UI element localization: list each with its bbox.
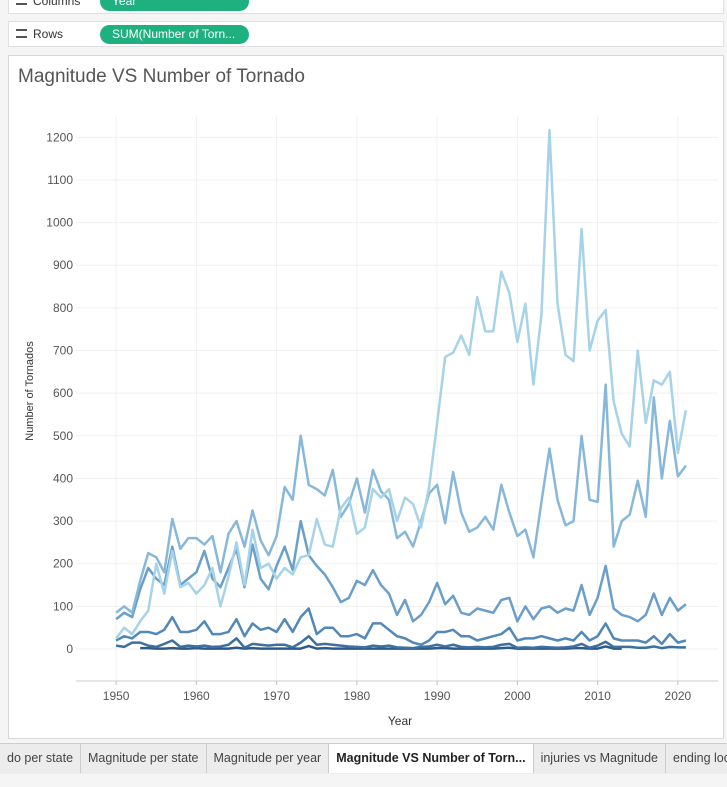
series-line <box>140 644 622 650</box>
shelf-icon <box>16 0 27 5</box>
sheet-tab[interactable]: Magnitude per year <box>207 744 330 773</box>
y-tick-label: 400 <box>53 471 73 485</box>
columns-shelf: Columns Year <box>8 0 724 14</box>
y-tick-label: 900 <box>53 258 73 272</box>
chart: Magnitude VS Number of Tornado Year Numb… <box>18 66 718 728</box>
y-tick-label: 0 <box>66 642 73 656</box>
x-tick-label: 1970 <box>263 689 290 703</box>
x-tick-label: 1960 <box>183 689 210 703</box>
y-tick-label: 200 <box>53 557 73 571</box>
x-tick-label: 1950 <box>103 689 130 703</box>
x-tick-label: 2020 <box>665 689 692 703</box>
series-line <box>115 383 687 615</box>
sheet-tab[interactable]: Magnitude VS Number of Torn... <box>329 744 534 773</box>
y-tick-label: 700 <box>53 344 73 358</box>
series-line <box>115 634 686 650</box>
sheet-tab[interactable]: ending loca <box>666 744 727 773</box>
y-tick-label: 500 <box>53 429 73 443</box>
rows-shelf: Rows SUM(Number of Torn... <box>8 21 724 47</box>
sheet-tab[interactable]: Magnitude per state <box>81 744 207 773</box>
x-axis-label: Year <box>388 714 412 728</box>
y-tick-label: 1100 <box>47 173 73 187</box>
x-tick-label: 2000 <box>504 689 531 703</box>
series-line <box>115 607 687 647</box>
shelf-icon <box>16 29 27 38</box>
chart-title: Magnitude VS Number of Tornado <box>18 66 305 87</box>
y-tick-label: 1000 <box>46 216 73 230</box>
series-line <box>115 128 688 640</box>
shelf-label: Rows <box>33 27 64 41</box>
x-tick-label: 1990 <box>424 689 451 703</box>
sheet-tab[interactable]: injuries vs Magnitude <box>534 744 666 773</box>
x-tick-label: 2010 <box>584 689 611 703</box>
y-tick-label: 100 <box>53 599 73 613</box>
pill[interactable]: SUM(Number of Torn... <box>100 25 249 44</box>
pill[interactable]: Year <box>100 0 249 11</box>
shelf-label: Columns <box>33 0 81 8</box>
y-tick-label: 600 <box>53 386 73 400</box>
y-axis-label: Number of Tornados <box>24 341 36 441</box>
y-tick-label: 1200 <box>46 130 73 144</box>
sheet-tab[interactable]: do per state <box>0 744 82 773</box>
series-line <box>115 519 687 623</box>
chart-panel: Magnitude VS Number of Tornado Year Numb… <box>8 55 724 739</box>
x-tick-label: 1980 <box>344 689 371 703</box>
y-tick-label: 300 <box>53 514 73 528</box>
tab-bar: do per state Magnitude per state Magnitude… <box>0 743 727 774</box>
y-tick-label: 800 <box>53 301 73 315</box>
